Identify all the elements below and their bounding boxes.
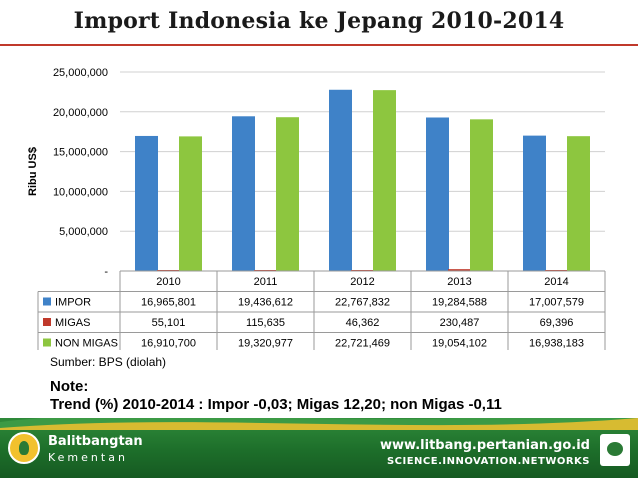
- data-label: 22,767,832: [335, 297, 390, 309]
- bar-non-migas-2012: [373, 90, 396, 271]
- kementan-badge-icon: [600, 434, 630, 466]
- y-tick-label: 10,000,000: [53, 186, 108, 198]
- x-tick-label: 2011: [254, 276, 278, 288]
- y-tick-label: 20,000,000: [53, 107, 108, 119]
- y-tick-label: -: [104, 266, 108, 278]
- y-axis-label: Ribu US$: [27, 147, 39, 196]
- bar-impor-2010: [135, 135, 158, 271]
- data-label: 16,938,183: [529, 338, 584, 350]
- balitbangtan-logo-icon: [8, 432, 40, 464]
- legend-label: IMPOR: [55, 297, 91, 309]
- title-divider: [0, 44, 638, 46]
- note-heading: Note:: [50, 378, 89, 395]
- tagline: SCIENCE.INNOVATION.NETWORKS: [386, 456, 590, 467]
- bar-impor-2014: [523, 135, 546, 271]
- data-label: 17,007,579: [529, 297, 584, 309]
- data-label: 19,054,102: [432, 338, 487, 350]
- bar-non-migas-2011: [276, 117, 299, 272]
- legend-swatch: [43, 318, 51, 326]
- bar-migas-2013: [448, 269, 471, 271]
- x-tick-label: 2014: [544, 276, 568, 288]
- import-bar-chart: - 5,000,000 10,000,000 15,000,000 20,000,000…: [27, 67, 606, 350]
- x-tick-label: 2013: [447, 276, 471, 288]
- data-label: 19,320,977: [238, 338, 293, 350]
- data-label: 115,635: [246, 317, 285, 329]
- data-label: 19,436,612: [238, 297, 293, 309]
- brand-name: Balitbangtan: [48, 434, 143, 449]
- legend-label: NON MIGAS: [55, 338, 118, 350]
- bar-impor-2013: [426, 117, 449, 271]
- source-note: Sumber: BPS (diolah): [50, 355, 167, 369]
- data-label: 22,721,469: [335, 338, 390, 350]
- bar-impor-2012: [329, 89, 352, 271]
- data-label: 46,362: [346, 317, 380, 329]
- trend-note: Trend (%) 2010-2014 : Impor -0,03; Migas…: [50, 396, 502, 413]
- y-tick-label: 15,000,000: [53, 147, 108, 159]
- legend-swatch: [43, 338, 51, 347]
- data-label: 16,965,801: [141, 297, 196, 309]
- y-tick-label: 5,000,000: [59, 226, 108, 238]
- footer-wave-decoration: [0, 418, 638, 430]
- website-link[interactable]: www.litbang.pertanian.go.id: [380, 438, 590, 453]
- x-tick-label: 2010: [156, 276, 180, 288]
- data-label: 69,396: [540, 317, 574, 329]
- legend-label: MIGAS: [55, 317, 90, 329]
- bar-non-migas-2010: [179, 136, 202, 271]
- data-label: 19,284,588: [432, 297, 487, 309]
- footer-banner: Balitbangtan Kementan www.litbang.pertan…: [0, 418, 638, 478]
- bar-non-migas-2013: [470, 119, 493, 271]
- x-tick-label: 2012: [350, 276, 374, 288]
- page-title: Import Indonesia ke Jepang 2010-2014: [73, 8, 565, 34]
- y-tick-label: 25,000,000: [53, 67, 108, 79]
- data-label: 230,487: [440, 317, 480, 329]
- data-label: 55,101: [152, 317, 186, 329]
- data-label: 16,910,700: [141, 338, 196, 350]
- brand-subtitle: Kementan: [48, 451, 128, 464]
- bar-impor-2011: [232, 116, 255, 271]
- bar-non-migas-2014: [567, 136, 590, 271]
- legend-swatch: [43, 297, 51, 306]
